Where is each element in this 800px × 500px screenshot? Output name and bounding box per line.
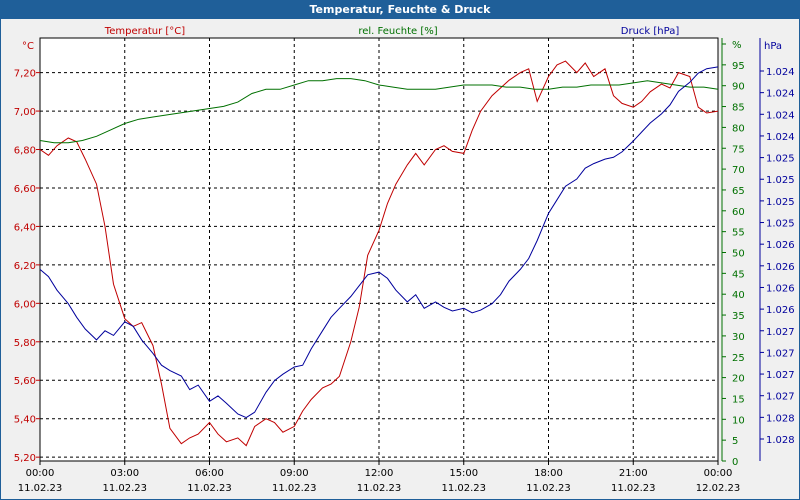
x-tick-time: 00:00 xyxy=(704,468,733,479)
temp-tick-label: 5,20 xyxy=(14,453,36,464)
x-tick-time: 21:00 xyxy=(619,468,648,479)
pressure-tick-label: 1.026 xyxy=(766,283,795,294)
humidity-tick-label: 80 xyxy=(732,123,745,134)
pressure-tick-label: 1.024 xyxy=(766,67,795,78)
humidity-tick-label: 15 xyxy=(732,394,745,405)
x-tick-date: 11.02.23 xyxy=(526,483,571,494)
humidity-tick-label: 85 xyxy=(732,103,745,114)
pressure-tick-label: 1.028 xyxy=(766,435,795,446)
humidity-tick-label: 60 xyxy=(732,207,745,218)
humidity-tick-label: 95 xyxy=(732,61,745,72)
x-tick-date: 11.02.23 xyxy=(611,483,656,494)
x-tick-date: 11.02.23 xyxy=(441,483,486,494)
x-tick-time: 18:00 xyxy=(534,468,563,479)
temp-tick-label: 5,40 xyxy=(14,415,36,426)
x-tick-time: 09:00 xyxy=(280,468,309,479)
pressure-tick-label: 1.027 xyxy=(766,327,795,338)
humidity-tick-label: 75 xyxy=(732,144,745,155)
humidity-tick-label: 50 xyxy=(732,249,745,260)
x-tick-date: 11.02.23 xyxy=(18,483,63,494)
temp-tick-label: 6,80 xyxy=(14,146,36,157)
series-line-temperature xyxy=(39,60,719,447)
pressure-tick-label: 1.027 xyxy=(766,370,795,381)
x-tick-date: 11.02.23 xyxy=(102,483,147,494)
humidity-tick-label: 35 xyxy=(732,311,745,322)
humidity-tick-label: 45 xyxy=(732,269,745,280)
humidity-tick-label: 0 xyxy=(732,457,738,468)
x-tick-date: 11.02.23 xyxy=(357,483,402,494)
humidity-tick-label: 90 xyxy=(732,82,745,93)
humidity-tick-label: 20 xyxy=(732,374,745,385)
temp-tick-label: 7,00 xyxy=(14,107,36,118)
pressure-tick-label: 1.024 xyxy=(766,89,795,100)
humidity-tick-label: 10 xyxy=(732,415,745,426)
window-title: Temperatur, Feuchte & Druck xyxy=(1,1,799,19)
humidity-tick-label: 5 xyxy=(732,436,738,447)
legend-humidity: rel. Feuchte [%] xyxy=(358,26,437,37)
x-tick-time: 06:00 xyxy=(195,468,224,479)
pressure-tick-label: 1.027 xyxy=(766,392,795,403)
humidity-tick-label: 65 xyxy=(732,186,745,197)
temp-tick-label: 5,60 xyxy=(14,376,36,387)
legend-pressure: Druck [hPa] xyxy=(621,26,680,37)
legend-temperature: Temperatur [°C] xyxy=(104,26,185,37)
pressure-tick-label: 1.024 xyxy=(766,110,795,121)
pressure-tick-label: 1.027 xyxy=(766,348,795,359)
x-tick-time: 15:00 xyxy=(449,468,478,479)
temp-axis-unit: °C xyxy=(22,41,34,52)
humidity-tick-label: 30 xyxy=(732,332,745,343)
x-tick-time: 12:00 xyxy=(365,468,394,479)
pressure-tick-label: 1.025 xyxy=(766,154,795,165)
x-tick-time: 00:00 xyxy=(26,468,55,479)
humidity-tick-label: 25 xyxy=(732,353,745,364)
humidity-tick-label: 70 xyxy=(732,165,745,176)
pressure-tick-label: 1.025 xyxy=(766,197,795,208)
humidity-tick-label: 55 xyxy=(732,228,745,239)
humidity-tick-label: % xyxy=(732,40,742,51)
pressure-tick-label: 1.026 xyxy=(766,262,795,273)
series-line-pressure xyxy=(39,66,719,419)
pressure-tick-label: 1.026 xyxy=(766,305,795,316)
temp-tick-label: 6,20 xyxy=(14,261,36,272)
temp-tick-label: 5,80 xyxy=(14,338,36,349)
pressure-tick-label: 1.025 xyxy=(766,175,795,186)
x-tick-date: 11.02.23 xyxy=(187,483,232,494)
x-tick-time: 03:00 xyxy=(110,468,139,479)
temp-tick-label: 7,20 xyxy=(14,69,36,80)
x-tick-date: 12.02.23 xyxy=(696,483,741,494)
series-line-humidity xyxy=(39,78,719,144)
temp-tick-label: 6,00 xyxy=(14,299,36,310)
pressure-tick-label: 1.026 xyxy=(766,240,795,251)
temp-tick-label: 6,60 xyxy=(14,184,36,195)
temp-tick-label: 6,40 xyxy=(14,222,36,233)
x-tick-date: 11.02.23 xyxy=(272,483,317,494)
humidity-tick-label: 40 xyxy=(732,290,745,301)
pressure-tick-label: 1.024 xyxy=(766,132,795,143)
pressure-tick-label: 1.028 xyxy=(766,413,795,424)
pressure-tick-label: 1.025 xyxy=(766,219,795,230)
pressure-axis-unit: hPa xyxy=(764,41,782,52)
